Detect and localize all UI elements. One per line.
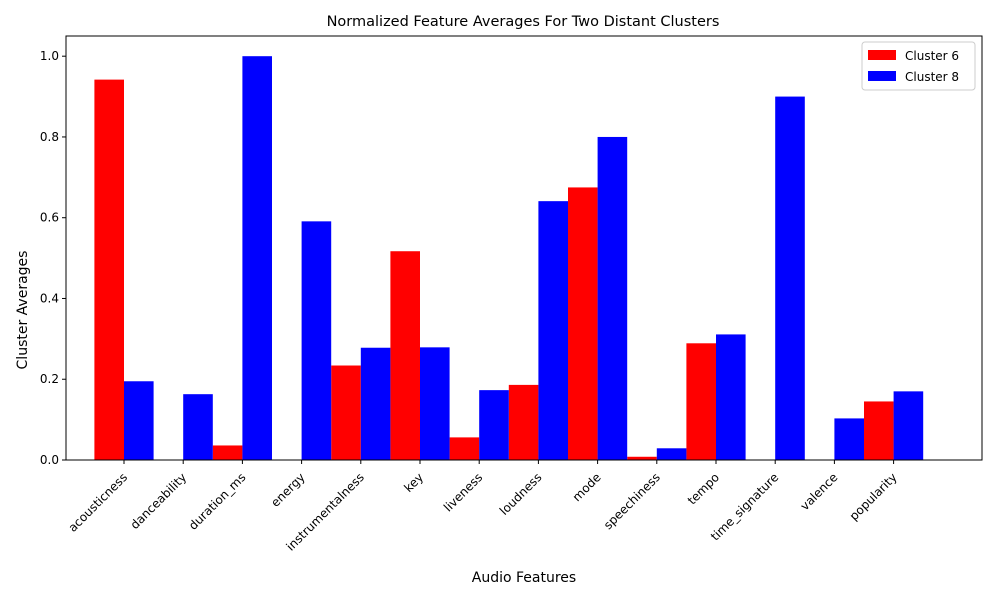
bar-cluster8-duration_ms: [242, 56, 272, 460]
bar-cluster6-popularity: [864, 401, 894, 460]
bar-cluster8-energy: [301, 221, 332, 460]
x-tick-label: energy: [268, 470, 307, 509]
bar-cluster6-loudness: [508, 384, 539, 460]
bar-cluster8-speechiness: [656, 448, 687, 460]
legend-label: Cluster 8: [905, 70, 959, 84]
bar-cluster6-speechiness: [627, 456, 657, 460]
bar-cluster8-loudness: [538, 201, 568, 461]
bar-cluster6-key: [390, 251, 420, 460]
y-tick-label: 0.4: [40, 291, 59, 305]
x-tick-label: speechiness: [601, 470, 663, 532]
bar-cluster8-time_signature: [775, 96, 805, 461]
bar-cluster8-key: [420, 347, 450, 460]
y-tick-label: 1.0: [40, 49, 59, 63]
bar-cluster6-tempo: [686, 343, 716, 460]
bar-cluster6-duration_ms: [212, 445, 243, 460]
bar-cluster6-mode: [568, 187, 598, 460]
axes-group: 0.0 0.2 0.4 0.6 0.8 1.0 acousticnessdanceabili…: [40, 35, 983, 554]
bar-cluster8-valence: [834, 418, 864, 460]
y-tick-label: 0.6: [40, 211, 59, 225]
bar-cluster8-mode: [597, 136, 628, 460]
legend-swatch: [868, 71, 896, 81]
x-tick-label: valence: [798, 470, 841, 513]
x-tick-label: loudness: [497, 470, 545, 518]
bar-cluster8-instrumentalness: [360, 347, 391, 460]
y-tick-label: 0.8: [40, 130, 59, 144]
bar-cluster6-liveness: [449, 437, 480, 460]
bar-cluster8-popularity: [893, 391, 924, 460]
x-axis-label: Audio Features: [472, 570, 576, 586]
x-tick-label: mode: [570, 470, 604, 504]
axes-frame: [65, 35, 983, 461]
bar-cluster8-danceability: [183, 394, 213, 460]
legend-swatch: [868, 50, 896, 60]
bar-cluster6-instrumentalness: [331, 365, 361, 460]
bars-group: [94, 56, 924, 461]
y-axis-label: Cluster Averages: [15, 251, 31, 370]
x-tick-label: liveness: [441, 470, 485, 514]
x-tick-label: acousticness: [66, 470, 131, 535]
chart-title: Normalized Feature Averages For Two Dist…: [327, 14, 720, 30]
x-tick-label: key: [401, 470, 426, 495]
bar-cluster8-liveness: [479, 390, 509, 460]
y-tick-label: 0.2: [40, 372, 59, 386]
y-tick-label: 0.0: [40, 453, 59, 467]
x-tick-label: duration_ms: [186, 470, 249, 533]
x-tick-label: popularity: [847, 470, 900, 523]
bar-cluster8-tempo: [716, 334, 746, 460]
legend-label: Cluster 6: [905, 49, 959, 63]
bar-cluster6-acousticness: [94, 79, 124, 461]
x-tick-label: danceability: [128, 470, 190, 532]
x-tick-label: tempo: [685, 470, 722, 507]
bar-cluster8-acousticness: [124, 381, 154, 460]
legend: Cluster 6 Cluster 8: [861, 41, 976, 91]
